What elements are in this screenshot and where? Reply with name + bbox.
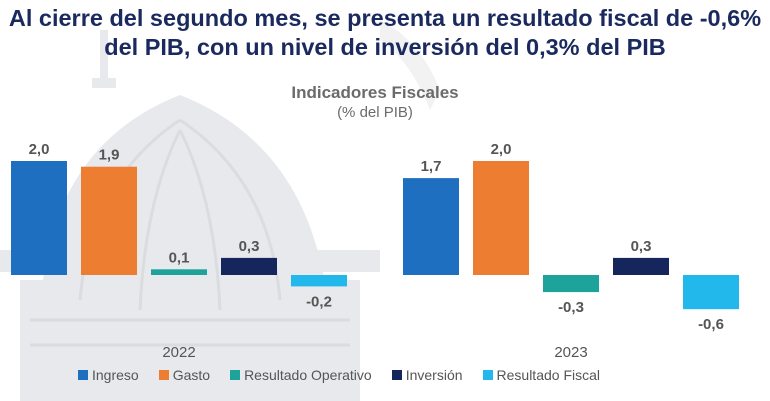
data-label: -0,3 [558, 299, 584, 316]
category-label: 2022 [162, 344, 195, 361]
bar-resultado-fiscal-2023 [683, 275, 739, 310]
legend-item: Ingreso [78, 367, 139, 383]
legend-swatch [391, 370, 402, 380]
bar-inversión-2022 [221, 257, 277, 275]
data-label: 0,1 [169, 249, 190, 266]
legend-label: Resultado Fiscal [496, 367, 601, 383]
bar-gasto-2023 [473, 161, 529, 275]
legend-swatch [230, 370, 241, 380]
data-label: 0,3 [239, 238, 260, 255]
data-label: 2,0 [29, 141, 50, 158]
bar-ingreso-2022 [11, 161, 67, 275]
headline-line-1: Al cierre del segundo mes, se presenta u… [8, 5, 762, 31]
chart-subtitle: (% del PIB) [337, 104, 413, 121]
data-label: 1,7 [421, 158, 442, 175]
bar-inversión-2023 [613, 257, 669, 275]
legend-item: Resultado Operativo [230, 367, 372, 383]
bar-gasto-2022 [81, 166, 137, 275]
headline-line-2: del PIB, con un nivel de inversión del 0… [104, 34, 666, 60]
bar-resultado-fiscal-2022 [291, 275, 347, 287]
legend-item: Inversión [391, 367, 463, 383]
legend-swatch [158, 370, 169, 380]
chart-title: Indicadores Fiscales [291, 83, 459, 102]
legend-label: Inversión [405, 367, 463, 383]
headline: Al cierre del segundo mes, se presenta u… [0, 4, 770, 62]
data-label: 1,9 [99, 147, 120, 164]
chart-legend: Ingreso Gasto Resultado Operativo Inversión… [78, 366, 620, 384]
legend-label: Gasto [172, 367, 211, 383]
data-label: -0,6 [698, 316, 724, 333]
bar-resultado-operativo-2023 [543, 275, 599, 293]
data-label: -0,2 [306, 293, 332, 310]
bar-resultado-operativo-2022 [151, 269, 207, 275]
legend-label: Resultado Operativo [244, 367, 372, 383]
legend-swatch [78, 370, 88, 380]
bar-ingreso-2023 [403, 178, 459, 275]
legend-swatch [482, 370, 493, 380]
legend-item: Resultado Fiscal [482, 367, 601, 383]
legend-label: Ingreso [92, 367, 139, 383]
data-label: 0,3 [631, 238, 652, 255]
category-label: 2023 [554, 344, 587, 361]
data-label: 2,0 [491, 141, 512, 158]
legend-item: Gasto [158, 367, 211, 383]
